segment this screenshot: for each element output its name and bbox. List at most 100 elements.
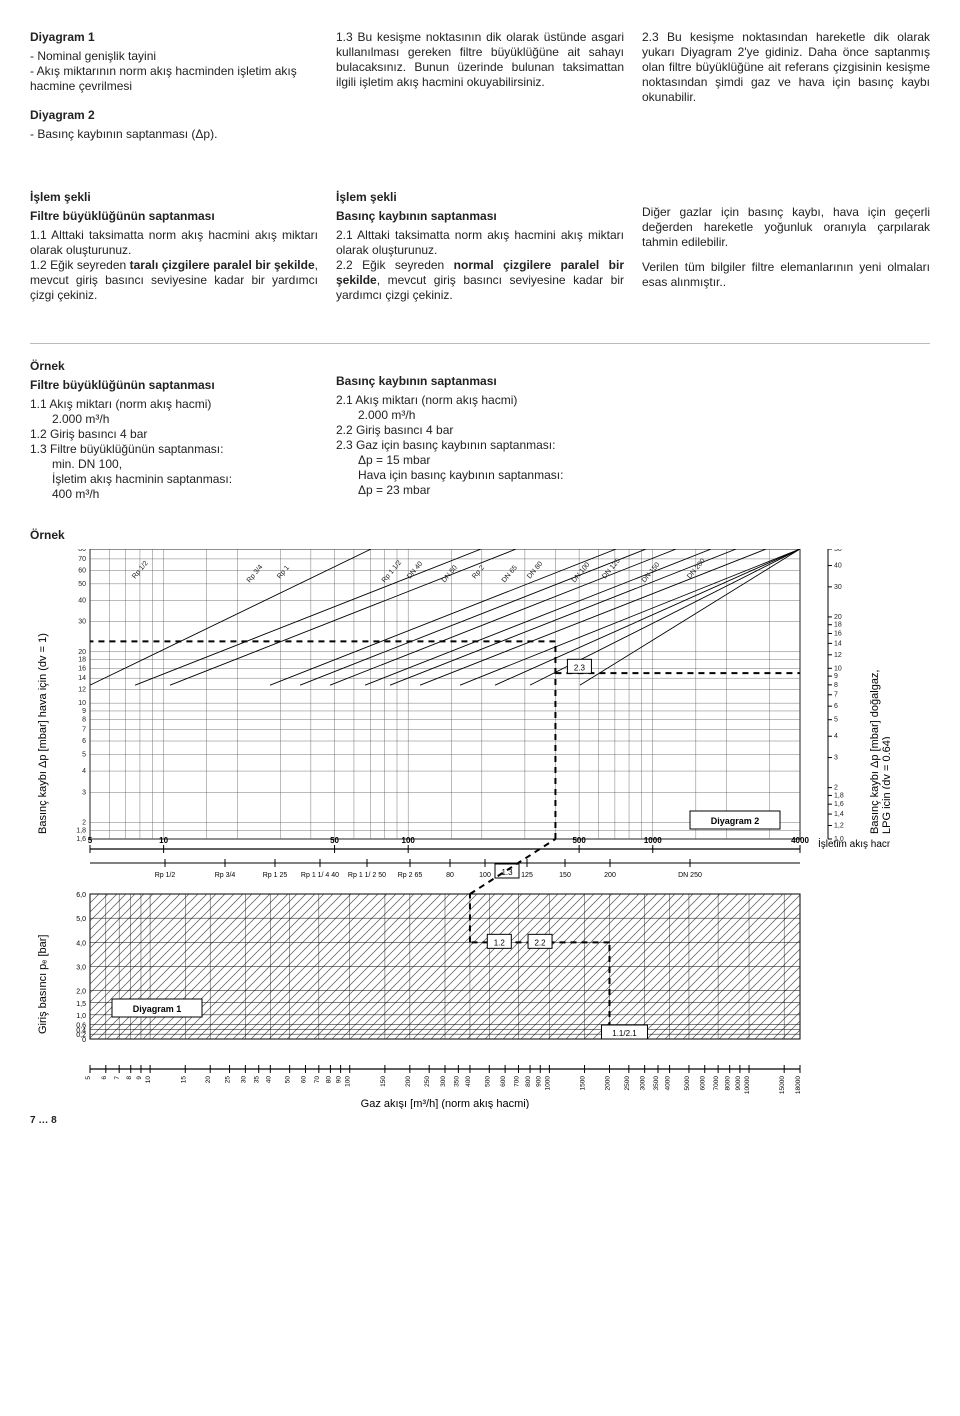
svg-text:125: 125 — [521, 872, 533, 879]
svg-text:1.2: 1.2 — [494, 938, 506, 947]
svg-text:150: 150 — [380, 1076, 387, 1087]
ex-left-h: Filtre büyüklüğünün saptanması — [30, 378, 318, 393]
svg-text:4000: 4000 — [791, 836, 809, 845]
svg-text:40: 40 — [834, 563, 842, 570]
svg-text:400: 400 — [465, 1076, 472, 1087]
svg-text:Rp 1 1/ 4 40: Rp 1 1/ 4 40 — [301, 872, 339, 879]
svg-text:4000: 4000 — [665, 1076, 672, 1091]
svg-text:18000: 18000 — [795, 1076, 802, 1094]
svg-text:Rp 1: Rp 1 — [276, 564, 291, 580]
para-2-3: 2.3 Bu kesişme noktasından hareketle dik… — [642, 30, 930, 105]
svg-text:20: 20 — [834, 614, 842, 621]
svg-text:7: 7 — [834, 692, 838, 699]
ex-l-l2: 1.2 Giriş basıncı 4 bar — [30, 427, 318, 442]
ex-r-l1b: 2.000 m³/h — [358, 408, 624, 423]
svg-text:14: 14 — [834, 640, 842, 647]
svg-text:30: 30 — [240, 1076, 247, 1084]
svg-text:DN 150: DN 150 — [641, 561, 662, 584]
example-right: Basınç kaybının saptanması 2.1 Akış mikt… — [336, 359, 624, 502]
svg-text:5: 5 — [82, 752, 86, 759]
svg-text:2,0: 2,0 — [76, 989, 86, 996]
svg-text:7: 7 — [82, 727, 86, 734]
svg-text:30: 30 — [834, 584, 842, 591]
svg-text:1000: 1000 — [644, 836, 662, 845]
svg-text:30: 30 — [78, 619, 86, 626]
svg-text:10: 10 — [145, 1076, 152, 1084]
ex-r-l3d: Δp = 23 mbar — [358, 483, 624, 498]
svg-text:DN 65: DN 65 — [501, 564, 519, 584]
col-diagram-defs: Diyagram 1 - Nominal genişlik tayini - A… — [30, 30, 318, 142]
svg-text:Rp 1 1/ 2 50: Rp 1 1/ 2 50 — [348, 872, 386, 879]
svg-text:500: 500 — [572, 836, 586, 845]
svg-text:5: 5 — [88, 836, 93, 845]
svg-text:3,0: 3,0 — [76, 965, 86, 972]
example-left: Örnek Filtre büyüklüğünün saptanması 1.1… — [30, 359, 318, 502]
svg-text:16: 16 — [834, 630, 842, 637]
nomogram-chart: 807060504030201816141210987654321,81,650… — [30, 549, 890, 1109]
ex-r-l3: 2.3 Gaz için basınç kaybının saptanması: — [336, 438, 624, 453]
svg-text:1,5: 1,5 — [76, 1001, 86, 1008]
svg-text:6: 6 — [82, 738, 86, 745]
para-1-3: 1.3 Bu kesişme noktasının dik olarak üst… — [336, 30, 624, 90]
svg-text:Giriş basıncı pₑ [bar]: Giriş basıncı pₑ [bar] — [37, 935, 49, 1034]
svg-text:70: 70 — [78, 556, 86, 563]
svg-text:5: 5 — [85, 1076, 92, 1080]
example-row: Örnek Filtre büyüklüğünün saptanması 1.1… — [30, 343, 930, 502]
svg-text:6: 6 — [101, 1076, 108, 1080]
ex-l-l3c: İşletim akış hacminin saptanması: — [52, 472, 318, 487]
svg-text:2500: 2500 — [624, 1076, 631, 1091]
svg-text:80: 80 — [325, 1076, 332, 1084]
svg-text:9000: 9000 — [735, 1076, 742, 1091]
svg-text:6000: 6000 — [700, 1076, 707, 1091]
svg-text:350: 350 — [453, 1076, 460, 1087]
svg-text:40: 40 — [78, 597, 86, 604]
svg-text:600: 600 — [500, 1076, 507, 1087]
svg-text:1,2: 1,2 — [834, 822, 844, 829]
svg-text:10000: 10000 — [744, 1076, 751, 1094]
col-para23: 2.3 Bu kesişme noktasından hareketle dik… — [642, 30, 930, 142]
ex-l-l1: 1.1 Akış miktarı (norm akış hacmi) — [30, 397, 318, 412]
svg-text:100: 100 — [479, 872, 491, 879]
svg-text:3000: 3000 — [640, 1076, 647, 1091]
svg-text:8000: 8000 — [725, 1076, 732, 1091]
page-number: 7 … 8 — [30, 1115, 930, 1128]
svg-text:Rp 3/4: Rp 3/4 — [215, 872, 236, 879]
svg-text:10: 10 — [834, 665, 842, 672]
svg-text:4: 4 — [82, 768, 86, 775]
chart-title: Örnek — [30, 528, 930, 543]
svg-text:8: 8 — [126, 1076, 133, 1080]
diagram2-title: Diyagram 2 — [30, 108, 318, 123]
proc-left: İşlem şekli Filtre büyüklüğünün saptanma… — [30, 190, 318, 303]
svg-text:12: 12 — [78, 687, 86, 694]
proc-right-p2: Verilen tüm bilgiler filtre elemanlarını… — [642, 260, 930, 290]
svg-text:3500: 3500 — [653, 1076, 660, 1091]
svg-text:0: 0 — [82, 1037, 86, 1044]
svg-text:LPG için (dv = 0,64): LPG için (dv = 0,64) — [881, 736, 890, 834]
svg-text:10: 10 — [159, 836, 168, 845]
svg-text:7000: 7000 — [713, 1076, 720, 1091]
svg-text:250: 250 — [424, 1076, 431, 1087]
col-para13: 1.3 Bu kesişme noktasının dik olarak üst… — [336, 30, 624, 142]
ex-r-l3b: Δp = 15 mbar — [358, 453, 624, 468]
ex-r-l2: 2.2 Giriş basıncı 4 bar — [336, 423, 624, 438]
svg-text:Rp 1 25: Rp 1 25 — [263, 872, 288, 879]
procedure-row: İşlem şekli Filtre büyüklüğünün saptanma… — [30, 170, 930, 303]
svg-text:500: 500 — [484, 1076, 491, 1087]
svg-text:40: 40 — [265, 1076, 272, 1084]
svg-text:Rp 1/2: Rp 1/2 — [155, 872, 176, 879]
svg-text:9: 9 — [136, 1076, 143, 1080]
proc-mid-h2: Basınç kaybının saptanması — [336, 209, 624, 224]
proc-right-p1: Diğer gazlar için basınç kaybı, hava içi… — [642, 205, 930, 250]
example-title: Örnek — [30, 359, 318, 374]
svg-text:16: 16 — [78, 665, 86, 672]
svg-text:2000: 2000 — [604, 1076, 611, 1091]
svg-text:1,6: 1,6 — [76, 836, 86, 843]
svg-text:1500: 1500 — [580, 1076, 587, 1091]
proc-left-h2: Filtre büyüklüğünün saptanması — [30, 209, 318, 224]
proc-mid-p2: 2.2 Eğik seyreden normal çizgilere paral… — [336, 258, 624, 303]
svg-text:10: 10 — [78, 700, 86, 707]
top-column-row: Diyagram 1 - Nominal genişlik tayini - A… — [30, 30, 930, 142]
ex-r-l3c: Hava için basınç kaybının saptanması: — [358, 468, 624, 483]
ex-l-l3b: min. DN 100, — [52, 457, 318, 472]
ex-l-l3d: 400 m³/h — [52, 487, 318, 502]
